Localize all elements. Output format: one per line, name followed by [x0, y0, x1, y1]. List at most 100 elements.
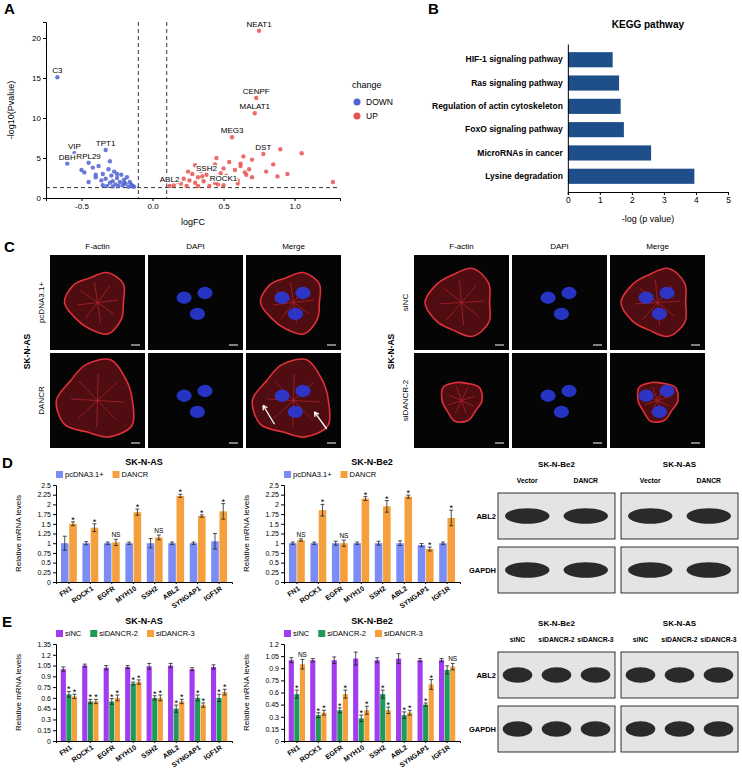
image-panel: SK-N-ASsiNCsiDANCR-2F-actinDAPIMerge — [386, 242, 705, 448]
bar — [168, 543, 176, 582]
tick-mark — [281, 485, 284, 486]
bar — [405, 497, 413, 582]
plot-area — [61, 494, 227, 582]
lane-label: Vector — [517, 477, 538, 484]
bar — [289, 543, 297, 582]
bar — [91, 528, 99, 582]
tick: 2.5 — [41, 482, 56, 489]
significance-label: * — [196, 688, 200, 698]
legend-entry: DANCR — [122, 470, 149, 479]
bar-chart: SK-N-ASpcDNA3.1+DANCR**NS*NS***00.250.50… — [14, 457, 233, 610]
tick-mark — [339, 741, 340, 743]
reference-line — [46, 187, 340, 188]
tick: HIF-1 signaling pathway — [466, 54, 568, 64]
point — [271, 162, 275, 166]
nucleus — [639, 292, 654, 304]
y-axis: 00.250.50.7511.251.51.7522.252.5 — [265, 482, 284, 586]
point — [65, 161, 69, 165]
bar — [568, 169, 695, 184]
error-bar — [213, 534, 217, 550]
tick-label: IGF1R — [202, 744, 223, 762]
bar — [115, 698, 120, 741]
point — [103, 177, 107, 181]
bar — [568, 99, 621, 114]
tick-mark — [53, 495, 56, 496]
tick-label: 1.25 — [265, 530, 279, 537]
tick: 0.75 — [265, 550, 284, 557]
point — [91, 165, 95, 169]
chart-title: KEGG pathway — [612, 19, 685, 30]
tick-label: 0.25 — [265, 569, 279, 576]
error-bar — [354, 652, 358, 665]
tick: 1.05 — [265, 653, 284, 660]
bar-chart: 012345HIF-1 signaling pathwayRas signali… — [432, 19, 731, 224]
y-axis: 00.250.50.7511.251.51.7522.252.5 — [37, 482, 56, 586]
actin-fiber — [449, 395, 475, 406]
plot-area — [568, 52, 695, 184]
point — [196, 184, 200, 188]
tick-label: 0 — [275, 738, 279, 745]
tick-label: 1.2 — [41, 652, 51, 659]
micrograph — [148, 255, 243, 350]
axis-title: -log (p value) — [622, 214, 675, 224]
tick-mark — [318, 582, 319, 584]
legend-swatch — [284, 630, 291, 637]
tick-mark — [43, 158, 46, 159]
bar — [136, 682, 141, 741]
significance-label: NS — [154, 527, 164, 534]
tick-label: 0.6 — [269, 689, 279, 696]
tick: ROCK1 — [298, 582, 322, 604]
tick-mark — [43, 78, 46, 79]
tick: 1.2 — [41, 652, 56, 659]
error-bar — [83, 664, 87, 667]
nucleus — [659, 287, 674, 299]
legend-swatch — [90, 630, 97, 637]
point — [99, 178, 103, 182]
tick: Ras signaling pathway — [471, 78, 568, 88]
nucleus — [197, 385, 212, 397]
significance-label: NS — [448, 655, 458, 662]
row-label: siNC — [401, 294, 410, 312]
scale-bar — [229, 443, 238, 444]
point — [257, 29, 261, 33]
image-background — [512, 353, 607, 448]
blot-band — [503, 667, 533, 683]
error-bar — [126, 666, 130, 669]
tick-label: ROCK1 — [70, 585, 94, 605]
point — [227, 160, 231, 164]
axis-line — [47, 199, 341, 202]
image-background — [50, 353, 145, 448]
bar — [310, 660, 315, 741]
actin-cell — [56, 359, 134, 437]
legend-entry: siDANCR-3 — [384, 629, 423, 638]
nucleus — [288, 308, 303, 320]
tick: EGFR — [96, 741, 116, 760]
significance-label: * — [407, 488, 411, 498]
error-bar — [291, 542, 295, 544]
bar — [343, 694, 348, 741]
legend: siNCsiDANCR-2siDANCR-3 — [284, 629, 423, 638]
point — [184, 184, 188, 188]
tick: ROCK1 — [70, 582, 94, 604]
bar — [82, 666, 87, 741]
significance-label: * — [408, 703, 412, 713]
tick: FoxO signaling pathway — [465, 124, 568, 134]
bar — [429, 684, 434, 741]
error-bar — [149, 539, 153, 548]
y-axis: 00.150.30.450.60.750.91.051.21.35 — [37, 641, 56, 745]
bar — [340, 543, 348, 582]
tick-mark — [281, 717, 284, 718]
blot-band — [665, 721, 695, 737]
significance-label: * — [153, 689, 157, 699]
tick-label: Regulation of actin cytoskeleton — [432, 101, 563, 111]
error-bar — [300, 659, 304, 669]
tick-label: 1.35 — [37, 641, 51, 648]
tick-label: EGFR — [96, 585, 116, 602]
panel-label: C — [4, 238, 15, 255]
blot-membrane — [621, 547, 738, 593]
axis-title: Relative mRNA levels — [242, 495, 251, 572]
tick-mark — [224, 198, 225, 201]
bar — [375, 543, 383, 582]
tick-mark — [53, 582, 56, 583]
tick: 1.05 — [37, 662, 56, 669]
